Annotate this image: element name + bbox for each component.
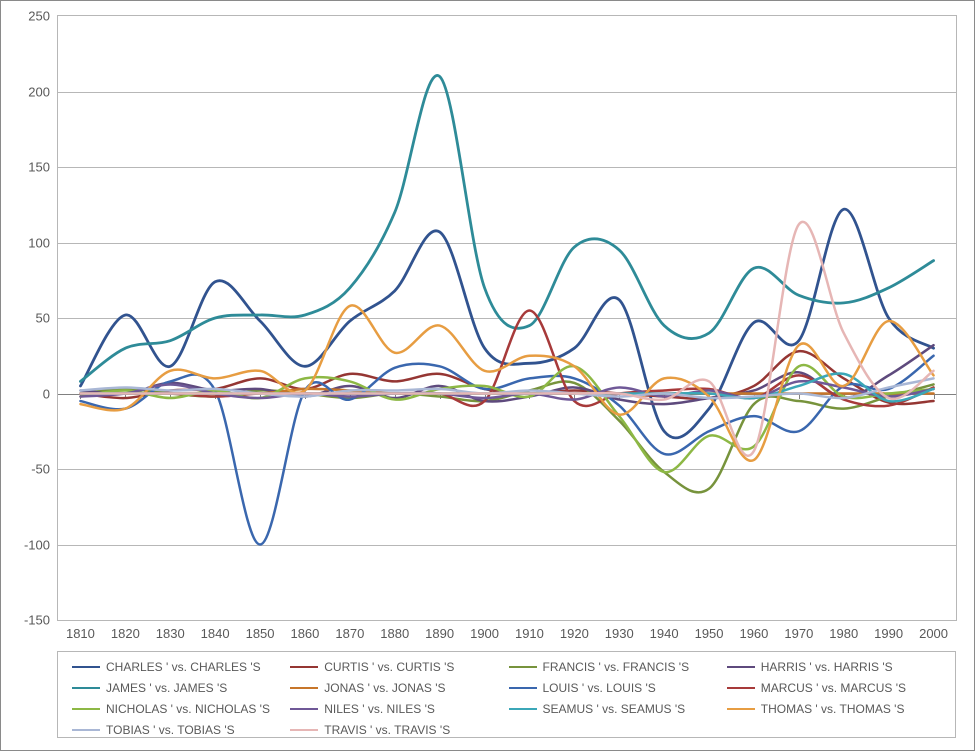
series-line [80,381,933,492]
legend-item: SEAMUS ' vs. SEAMUS 'S [509,698,727,719]
x-axis-tick-label: 1960 [739,626,768,641]
legend-label: CHARLES ' vs. CHARLES 'S [106,660,261,674]
legend-item: JAMES ' vs. JAMES 'S [72,677,290,698]
series-line [80,75,933,381]
legend-swatch [727,687,755,689]
series-layer [58,16,956,620]
legend-item: FRANCIS ' vs. FRANCIS 'S [509,656,727,677]
legend-swatch [72,708,100,710]
y-axis-tick-label: -100 [6,537,50,552]
legend-swatch [509,708,537,710]
legend-item: NILES ' vs. NILES 'S [290,698,508,719]
legend-label: MARCUS ' vs. MARCUS 'S [761,681,906,695]
x-axis-tick-label: 1880 [380,626,409,641]
legend-item: CHARLES ' vs. CHARLES 'S [72,656,290,677]
legend-label: THOMAS ' vs. THOMAS 'S [761,702,905,716]
legend-item: JONAS ' vs. JONAS 'S [290,677,508,698]
x-axis-tick-label: 1950 [695,626,724,641]
series-line [80,222,933,456]
legend-label: NILES ' vs. NILES 'S [324,702,435,716]
x-axis-tick-label: 1920 [560,626,589,641]
legend-swatch [727,708,755,710]
x-axis-tick-label: 1980 [829,626,858,641]
legend-item: MARCUS ' vs. MARCUS 'S [727,677,945,698]
y-axis-tick-label: 50 [6,311,50,326]
y-axis-tick-label: -50 [6,462,50,477]
y-axis-tick-label: 150 [6,160,50,175]
legend-label: JAMES ' vs. JAMES 'S [106,681,227,695]
x-axis-tick-label: 1930 [605,626,634,641]
legend-swatch [72,729,100,731]
legend-label: JONAS ' vs. JONAS 'S [324,681,445,695]
legend-swatch [290,729,318,731]
legend-item: NICHOLAS ' vs. NICHOLAS 'S [72,698,290,719]
plot-area [57,15,957,621]
x-axis-tick-label: 1910 [515,626,544,641]
x-axis-tick-label: 1850 [246,626,275,641]
chart-container: CHARLES ' vs. CHARLES 'S CURTIS ' vs. CU… [0,0,975,751]
legend-swatch [727,666,755,668]
legend: CHARLES ' vs. CHARLES 'S CURTIS ' vs. CU… [57,651,956,738]
x-axis-tick-label: 1890 [425,626,454,641]
legend-label: FRANCIS ' vs. FRANCIS 'S [543,660,690,674]
legend-label: TRAVIS ' vs. TRAVIS 'S [324,723,450,737]
legend-item: HARRIS ' vs. HARRIS 'S [727,656,945,677]
legend-swatch [290,687,318,689]
legend-label: NICHOLAS ' vs. NICHOLAS 'S [106,702,270,716]
legend-label: LOUIS ' vs. LOUIS 'S [543,681,656,695]
legend-item: TRAVIS ' vs. TRAVIS 'S [290,719,508,740]
legend-swatch [509,666,537,668]
legend-swatch [72,687,100,689]
x-axis-tick-label: 1940 [650,626,679,641]
legend-label: TOBIAS ' vs. TOBIAS 'S [106,723,235,737]
y-axis-tick-label: 250 [6,9,50,24]
legend-label: HARRIS ' vs. HARRIS 'S [761,660,893,674]
x-axis-tick-label: 1870 [335,626,364,641]
x-axis-tick-label: 2000 [919,626,948,641]
legend-label: SEAMUS ' vs. SEAMUS 'S [543,702,686,716]
legend-item: THOMAS ' vs. THOMAS 'S [727,698,945,719]
x-axis-tick-label: 1810 [66,626,95,641]
x-axis-tick-label: 1860 [290,626,319,641]
legend-swatch [509,687,537,689]
y-axis-tick-label: 200 [6,84,50,99]
x-axis-tick-label: 1830 [156,626,185,641]
legend-swatch [72,666,100,668]
y-axis-tick-label: -150 [6,613,50,628]
y-axis-tick-label: 100 [6,235,50,250]
legend-item: LOUIS ' vs. LOUIS 'S [509,677,727,698]
x-axis-tick-label: 1990 [874,626,903,641]
x-axis-tick-label: 1840 [201,626,230,641]
y-axis-tick-label: 0 [6,386,50,401]
x-axis-tick-label: 1900 [470,626,499,641]
legend-swatch [290,666,318,668]
x-axis-tick-label: 1970 [784,626,813,641]
legend-swatch [290,708,318,710]
legend-item: TOBIAS ' vs. TOBIAS 'S [72,719,290,740]
x-axis-tick-label: 1820 [111,626,140,641]
legend-label: CURTIS ' vs. CURTIS 'S [324,660,454,674]
legend-item: CURTIS ' vs. CURTIS 'S [290,656,508,677]
